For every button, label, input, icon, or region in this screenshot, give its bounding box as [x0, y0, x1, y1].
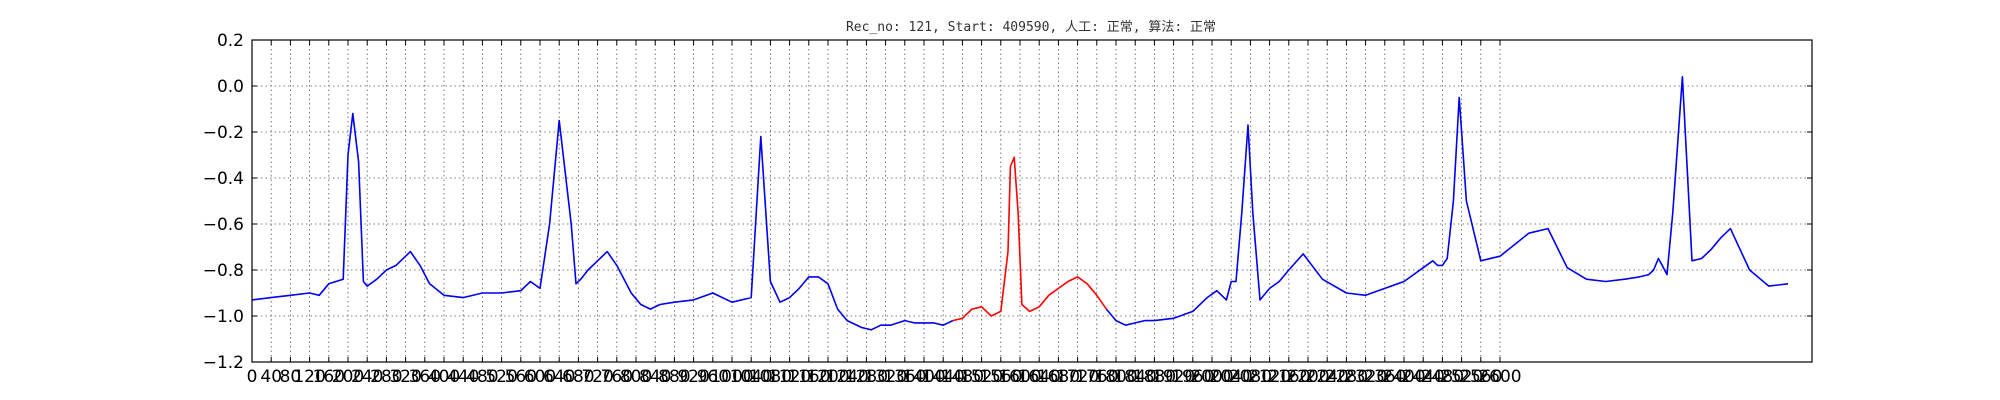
series-line-0 — [251, 112, 954, 331]
x-tick-label: 1400 — [902, 367, 945, 387]
x-tick-label: 1880 — [1133, 367, 1176, 387]
x-tick-label: 1000 — [710, 367, 753, 387]
x-tick-label: 920 — [677, 367, 709, 387]
x-tick-label: 160 — [313, 367, 345, 387]
y-tick-label: −0.2 — [203, 123, 244, 143]
x-tick-label: 200 — [332, 367, 364, 387]
y-tick-label: −0.6 — [203, 215, 244, 235]
x-tick-label: 1920 — [1152, 367, 1195, 387]
x-tick-label: 0 — [247, 367, 258, 387]
x-tick-label: 1720 — [1056, 367, 1099, 387]
x-tick-label: 2120 — [1248, 367, 1291, 387]
x-tick-label: 40 — [260, 367, 282, 387]
x-tick-label: 440 — [447, 367, 479, 387]
x-tick-label: 1560 — [979, 367, 1022, 387]
x-tick-label: 520 — [485, 367, 517, 387]
x-axis: 0 408012016020024028032036040044048052056… — [247, 40, 1522, 387]
series-layer — [251, 76, 1789, 331]
x-tick-label: 120 — [293, 367, 325, 387]
x-tick-label: 1800 — [1094, 367, 1137, 387]
x-tick-label: 1320 — [864, 367, 907, 387]
x-tick-label: 1440 — [922, 367, 965, 387]
x-tick-label: 400 — [428, 367, 460, 387]
x-tick-label: 2240 — [1306, 367, 1349, 387]
x-tick-label: 2000 — [1190, 367, 1233, 387]
x-tick-label: 1640 — [1018, 367, 1061, 387]
grid-lines — [251, 39, 1812, 363]
series-line-2 — [1105, 76, 1789, 327]
x-tick-label: 2160 — [1267, 367, 1310, 387]
x-tick-label: 1480 — [941, 367, 984, 387]
y-tick-label: −1.2 — [203, 353, 244, 373]
y-tick-label: −0.8 — [203, 261, 244, 281]
x-tick-label: 2400 — [1382, 367, 1425, 387]
y-tick-label: 0.2 — [217, 31, 244, 51]
x-tick-label: 840 — [639, 367, 671, 387]
x-tick-label: 480 — [466, 367, 498, 387]
plot-frame — [251, 39, 1813, 363]
x-tick-label: 640 — [543, 367, 575, 387]
x-tick-label: 680 — [562, 367, 594, 387]
x-tick-label: 2360 — [1363, 367, 1406, 387]
x-tick-label: 1840 — [1114, 367, 1157, 387]
x-tick-label: 1160 — [787, 367, 830, 387]
y-tick-label: −1.0 — [203, 307, 244, 327]
x-tick-label: 560 — [505, 367, 537, 387]
x-tick-label: 80 — [280, 367, 302, 387]
x-tick-label: 320 — [389, 367, 421, 387]
x-tick-label: 1600 — [998, 367, 1041, 387]
x-tick-label: 360 — [409, 367, 441, 387]
y-axis: 0.2 0.0 −0.2 −0.4 −0.6 −0.8 −1.0 −1.2 — [203, 31, 1812, 373]
x-tick-label: 1680 — [1037, 367, 1080, 387]
x-tick-label: 280 — [370, 367, 402, 387]
x-tick-label: 2040 — [1210, 367, 1253, 387]
x-tick-label: 1040 — [730, 367, 773, 387]
x-tick-label: 960 — [697, 367, 729, 387]
x-tick-label: 1120 — [768, 367, 811, 387]
chart-title: Rec_no: 121, Start: 409590, 人工: 正常, 算法: … — [846, 20, 1216, 35]
series-line-1 — [952, 156, 1108, 322]
x-tick-label: 1200 — [806, 367, 849, 387]
x-tick-label: 1240 — [826, 367, 869, 387]
x-tick-label: 2480 — [1421, 367, 1464, 387]
x-tick-label: 1520 — [960, 367, 1003, 387]
y-tick-label: 0.0 — [217, 77, 244, 97]
x-tick-label: 1280 — [845, 367, 888, 387]
x-tick-label: 2200 — [1286, 367, 1329, 387]
x-tick-label: 760 — [601, 367, 633, 387]
x-tick-label: 1760 — [1075, 367, 1118, 387]
y-tick-label: −0.4 — [203, 169, 244, 189]
x-tick-label: 880 — [658, 367, 690, 387]
x-tick-label: 2280 — [1325, 367, 1368, 387]
x-tick-label: 2440 — [1402, 367, 1445, 387]
x-tick-label: 2600 — [1478, 367, 1521, 387]
x-tick-label: 2320 — [1344, 367, 1387, 387]
x-tick-label: 1360 — [883, 367, 926, 387]
x-tick-label: 720 — [581, 367, 613, 387]
x-tick-label: 800 — [620, 367, 652, 387]
x-tick-label: 600 — [524, 367, 556, 387]
x-tick-label: 240 — [351, 367, 383, 387]
x-tick-label: 2520 — [1440, 367, 1483, 387]
x-tick-label: 2080 — [1229, 367, 1272, 387]
x-tick-label: 1080 — [749, 367, 792, 387]
x-tick-label: 1960 — [1171, 367, 1214, 387]
x-tick-label: 2560 — [1459, 367, 1502, 387]
